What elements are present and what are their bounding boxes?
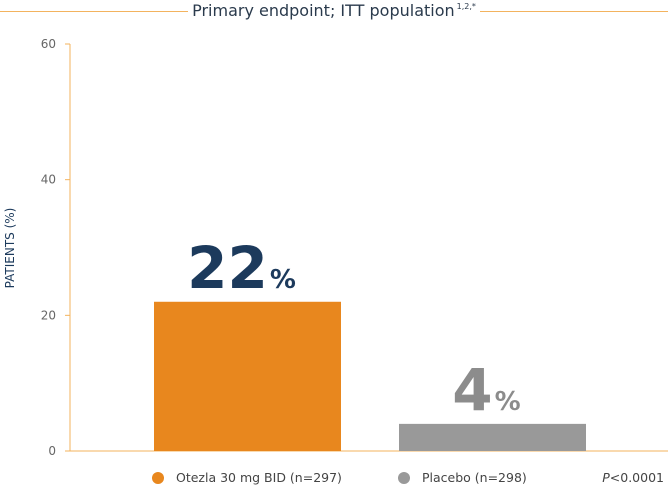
p-value-text: <0.0001: [609, 470, 664, 485]
data-label-1: 4%: [452, 356, 520, 424]
data-label-unit: %: [270, 265, 296, 295]
legend-label-otezla: Otezla 30 mg BID (n=297): [176, 470, 342, 485]
legend-swatch-otezla: [152, 471, 164, 484]
legend-item-placebo: Placebo (n=298): [398, 470, 527, 485]
y-axis-label: PATIENTS (%): [3, 208, 17, 289]
data-label-number: 22: [187, 234, 268, 302]
legend-label-placebo: Placebo (n=298): [422, 470, 527, 485]
p-value: P<0.0001: [602, 470, 664, 485]
y-tick-label: 40: [41, 173, 56, 187]
bar-1: [399, 423, 586, 451]
data-label-0: 22%: [187, 234, 296, 302]
legend-item-otezla: Otezla 30 mg BID (n=297): [152, 470, 342, 485]
data-label-unit: %: [495, 387, 521, 417]
chart-title-bar: Primary endpoint; ITT population 1,2,*: [0, 0, 668, 24]
legend: Otezla 30 mg BID (n=297) Placebo (n=298)…: [0, 470, 668, 490]
data-label-number: 4: [452, 356, 492, 424]
y-tick-label: 0: [48, 444, 56, 458]
title-text: Primary endpoint; ITT population: [192, 1, 455, 20]
p-value-symbol: P: [602, 470, 610, 485]
chart-title: Primary endpoint; ITT population 1,2,*: [0, 1, 668, 20]
y-tick-label: 20: [41, 308, 56, 322]
title-superscript: 1,2,*: [456, 2, 476, 11]
bar-0: [154, 301, 341, 451]
legend-swatch-placebo: [398, 471, 410, 484]
y-tick-label: 60: [41, 37, 56, 51]
